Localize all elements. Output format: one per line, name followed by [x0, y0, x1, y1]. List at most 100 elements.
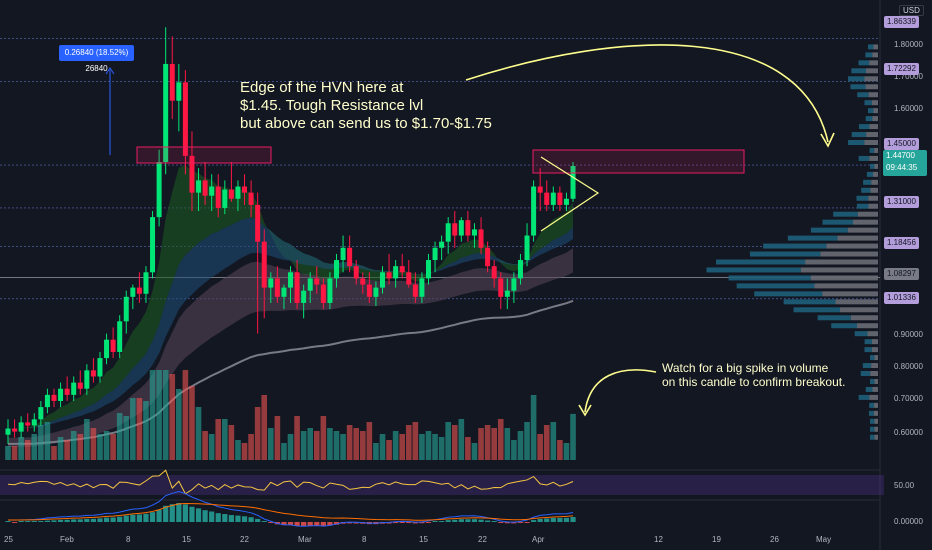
price-level-label: 1.86339 — [884, 16, 919, 28]
volume-bar — [459, 419, 465, 460]
volume-profile-bar — [872, 116, 878, 121]
volume-bar — [301, 431, 307, 460]
macd-histogram-bar — [235, 516, 240, 522]
macd-histogram-bar — [91, 519, 96, 522]
price-tick: 0.80000 — [894, 362, 923, 371]
volume-bar — [570, 414, 576, 460]
macd-histogram-bar — [170, 504, 175, 522]
candle-body — [426, 260, 431, 278]
volume-profile-bar — [858, 212, 878, 217]
candle-body — [498, 278, 503, 296]
volume-bar — [18, 437, 24, 460]
candle-body — [367, 285, 372, 297]
volume-profile-bar — [859, 156, 870, 161]
price-tick: 1.80000 — [894, 40, 923, 49]
annotation-line: Edge of the HVN here at — [240, 79, 492, 97]
volume-profile-bar — [869, 411, 874, 416]
volume-bar — [268, 428, 274, 460]
candle-body — [387, 272, 392, 278]
volume-bar — [531, 395, 537, 460]
volume-bar — [38, 425, 44, 460]
volume-profile-bar — [820, 252, 878, 257]
macd-histogram-bar — [5, 521, 10, 522]
macd-histogram-bar — [111, 517, 116, 522]
volume-bar — [505, 428, 511, 460]
volume-profile-bar — [859, 124, 869, 129]
candle-body — [308, 278, 313, 290]
macd-histogram-bar — [465, 519, 470, 522]
volume-profile-bar — [872, 347, 878, 352]
volume-profile-bar — [788, 236, 838, 241]
date-tick: Apr — [532, 535, 544, 544]
volume-profile-bar — [856, 196, 868, 201]
candle-body — [406, 272, 411, 284]
candle-body — [492, 266, 497, 278]
volume-bar — [255, 407, 261, 460]
volume-bar — [110, 434, 116, 460]
volume-profile-bar — [874, 355, 878, 360]
candle-body — [360, 278, 365, 284]
macd-histogram-bar — [150, 512, 155, 522]
candle-body — [170, 64, 175, 101]
volume-profile-bar — [871, 363, 878, 368]
volume-bar — [413, 422, 419, 460]
candle-body — [91, 370, 96, 376]
volume-bar — [189, 386, 195, 460]
volume-bar — [367, 422, 373, 460]
volume-profile-bar — [874, 427, 878, 432]
candle-body — [6, 429, 11, 435]
macd-histogram-bar — [216, 513, 221, 522]
candle-body — [235, 187, 240, 199]
volume-annotation[interactable]: Watch for a big spike in volume on this … — [662, 361, 845, 390]
resistance-annotation[interactable]: Edge of the HVN here at $1.45. Tough Res… — [240, 79, 492, 133]
candle-body — [413, 285, 418, 297]
volume-profile-bar — [871, 180, 878, 185]
candle-body — [104, 340, 109, 358]
candle-body — [45, 395, 50, 407]
volume-profile-bar — [822, 291, 878, 296]
candle-body — [472, 229, 477, 235]
volume-profile-bar — [868, 44, 874, 49]
macd-histogram-bar — [255, 519, 260, 522]
candle-body — [255, 205, 260, 242]
currency-label[interactable]: USD — [899, 5, 924, 16]
volume-profile-bar — [706, 267, 800, 272]
candle-body — [71, 383, 76, 395]
volume-bar — [51, 446, 57, 460]
macd-histogram-bar — [564, 518, 569, 522]
volume-profile-bar — [870, 379, 874, 384]
candle-body — [32, 419, 37, 425]
date-tick: 15 — [182, 535, 191, 544]
candle-body — [341, 248, 346, 260]
macd-histogram-bar — [189, 507, 194, 522]
volume-bar — [137, 398, 143, 460]
candle-body — [518, 260, 523, 278]
volume-profile-bar — [866, 68, 878, 73]
volume-profile-bar — [867, 172, 873, 177]
candle-body — [38, 407, 43, 419]
volume-profile-bar — [873, 108, 878, 113]
volume-profile-bar — [868, 108, 874, 113]
volume-bar — [406, 425, 412, 460]
price-level-label: 1.01336 — [884, 292, 919, 304]
volume-bar — [294, 416, 300, 460]
volume-bar — [321, 416, 327, 460]
date-tick: 15 — [419, 535, 428, 544]
signal-line — [8, 503, 573, 520]
candle-body — [433, 248, 438, 260]
volume-bar — [524, 422, 530, 460]
volume-profile-bar — [848, 140, 864, 145]
resistance-zone-box — [533, 150, 744, 173]
macd-histogram-bar — [518, 522, 523, 523]
macd-histogram-bar — [426, 522, 431, 523]
annotation-line: $1.45. Tough Resistance lvl — [240, 97, 492, 115]
volume-profile-bar — [729, 275, 811, 280]
annotation-line: on this candle to confirm breakout. — [662, 375, 845, 389]
volume-profile-bar — [811, 275, 878, 280]
macd-histogram-bar — [485, 521, 490, 522]
volume-bar — [5, 446, 11, 460]
candle-body — [538, 187, 543, 193]
macd-tick: 0.00000 — [894, 517, 923, 526]
macd-histogram-bar — [439, 521, 444, 522]
